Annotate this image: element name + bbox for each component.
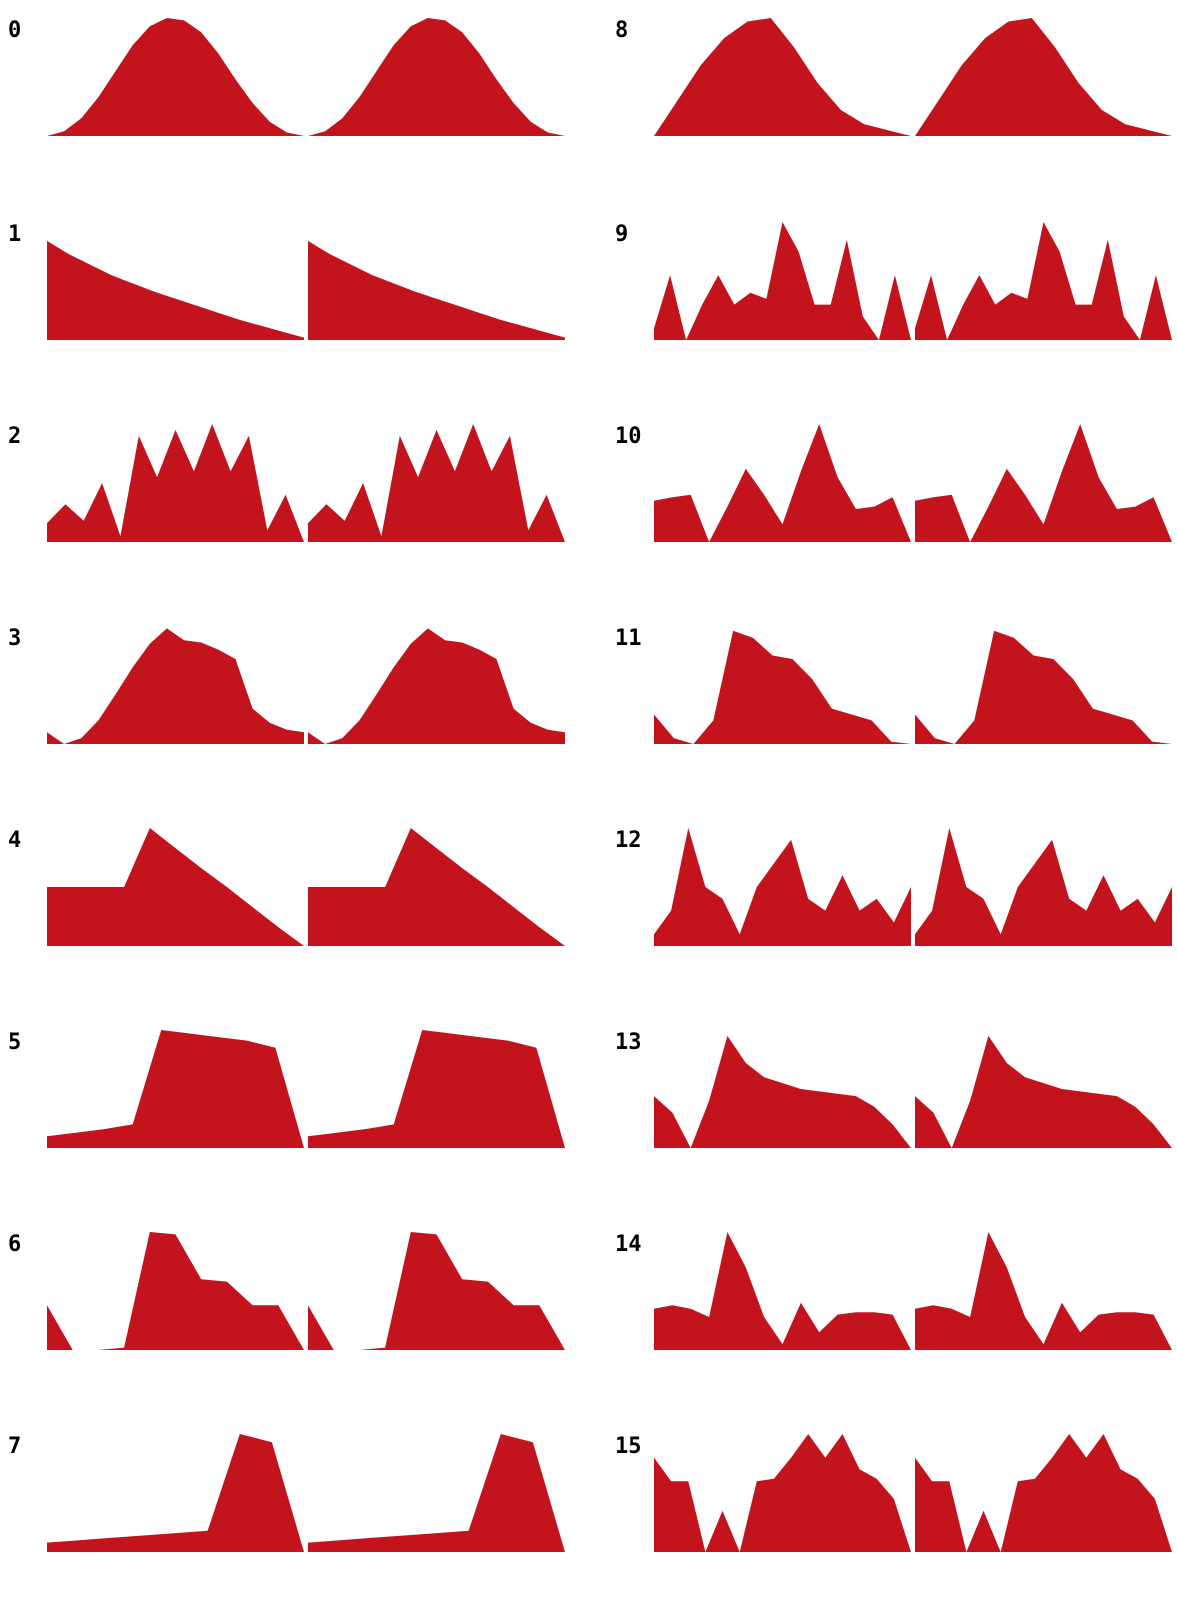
waveform-plot (654, 424, 1172, 542)
waveform-plot (654, 1434, 1172, 1552)
waveform-panel: 15 (607, 1426, 1177, 1616)
waveform-panel: 7 (0, 1426, 580, 1616)
waveform-plot (654, 828, 1172, 946)
waveform-plot (47, 1232, 565, 1350)
waveform-area (654, 1232, 1172, 1350)
waveform-label: 8 (615, 18, 629, 43)
waveform-area (654, 1434, 1172, 1552)
waveform-label: 11 (615, 626, 642, 651)
waveform-area (654, 18, 1172, 136)
waveform-label: 15 (615, 1434, 642, 1459)
waveform-plot (47, 628, 565, 744)
waveform-plot (654, 1035, 1172, 1148)
waveform-panel: 1 (0, 214, 580, 404)
waveform-label: 13 (615, 1030, 642, 1055)
waveform-panel: 4 (0, 820, 580, 1010)
waveform-label: 9 (615, 222, 629, 247)
waveform-label: 3 (8, 626, 22, 651)
waveform-panel: 14 (607, 1224, 1177, 1414)
waveform-area (47, 828, 565, 946)
waveform-label: 1 (8, 222, 22, 247)
waveform-plot (654, 222, 1172, 340)
waveform-plot (654, 18, 1172, 136)
waveform-plot (47, 424, 565, 542)
waveform-label: 6 (8, 1232, 22, 1257)
waveform-area (654, 222, 1172, 340)
waveform-panel: 9 (607, 214, 1177, 404)
waveform-area (47, 240, 565, 340)
waveform-plot (47, 18, 565, 136)
waveform-panel: 5 (0, 1022, 580, 1212)
waveform-plot (47, 828, 565, 946)
waveform-grid: 0 1 2 3 4 5 6 7 8 9 10 11 12 13 14 15 (0, 10, 1177, 1552)
waveform-plot (654, 1232, 1172, 1350)
waveform-label: 14 (615, 1232, 642, 1257)
waveform-area (47, 1232, 565, 1350)
waveform-label: 4 (8, 828, 22, 853)
waveform-area (47, 18, 565, 136)
waveform-panel: 8 (607, 10, 1177, 200)
waveform-area (47, 628, 565, 744)
waveform-panel: 3 (0, 618, 580, 808)
waveform-plot (654, 630, 1172, 744)
waveform-panel: 11 (607, 618, 1177, 808)
waveform-panel: 2 (0, 416, 580, 606)
waveform-label: 12 (615, 828, 642, 853)
waveform-area (47, 424, 565, 542)
waveform-area (654, 424, 1172, 542)
waveform-area (654, 630, 1172, 744)
waveform-plot (47, 240, 565, 340)
waveform-area (47, 1434, 565, 1552)
waveform-panel: 6 (0, 1224, 580, 1414)
waveform-plot (47, 1030, 565, 1148)
waveform-plot (47, 1434, 565, 1552)
waveform-label: 5 (8, 1030, 22, 1055)
waveform-area (654, 828, 1172, 946)
waveform-label: 7 (8, 1434, 22, 1459)
waveform-panel: 12 (607, 820, 1177, 1010)
waveform-area (47, 1030, 565, 1148)
waveform-panel: 0 (0, 10, 580, 200)
waveform-panel: 13 (607, 1022, 1177, 1212)
waveform-label: 2 (8, 424, 22, 449)
waveform-label: 10 (615, 424, 642, 449)
waveform-label: 0 (8, 18, 22, 43)
waveform-panel: 10 (607, 416, 1177, 606)
waveform-area (654, 1035, 1172, 1148)
